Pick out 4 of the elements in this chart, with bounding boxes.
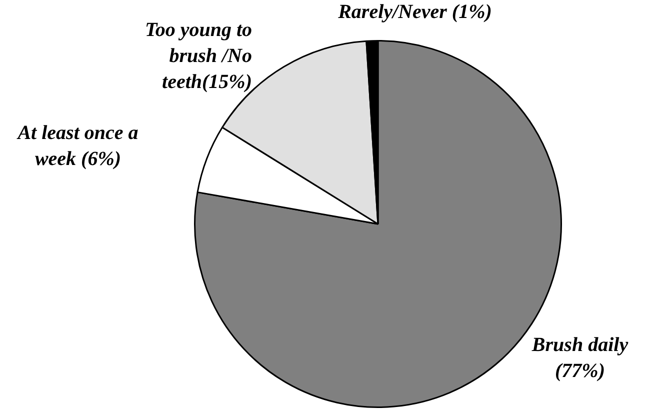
slice-label: Rarely/Never (1%) <box>337 0 493 25</box>
slice-label: Too young to brush /No teeth(15%) <box>144 18 252 95</box>
slice-label: At least once a week (6%) <box>16 121 140 172</box>
slice-label: Brush daily (77%) <box>530 333 630 384</box>
